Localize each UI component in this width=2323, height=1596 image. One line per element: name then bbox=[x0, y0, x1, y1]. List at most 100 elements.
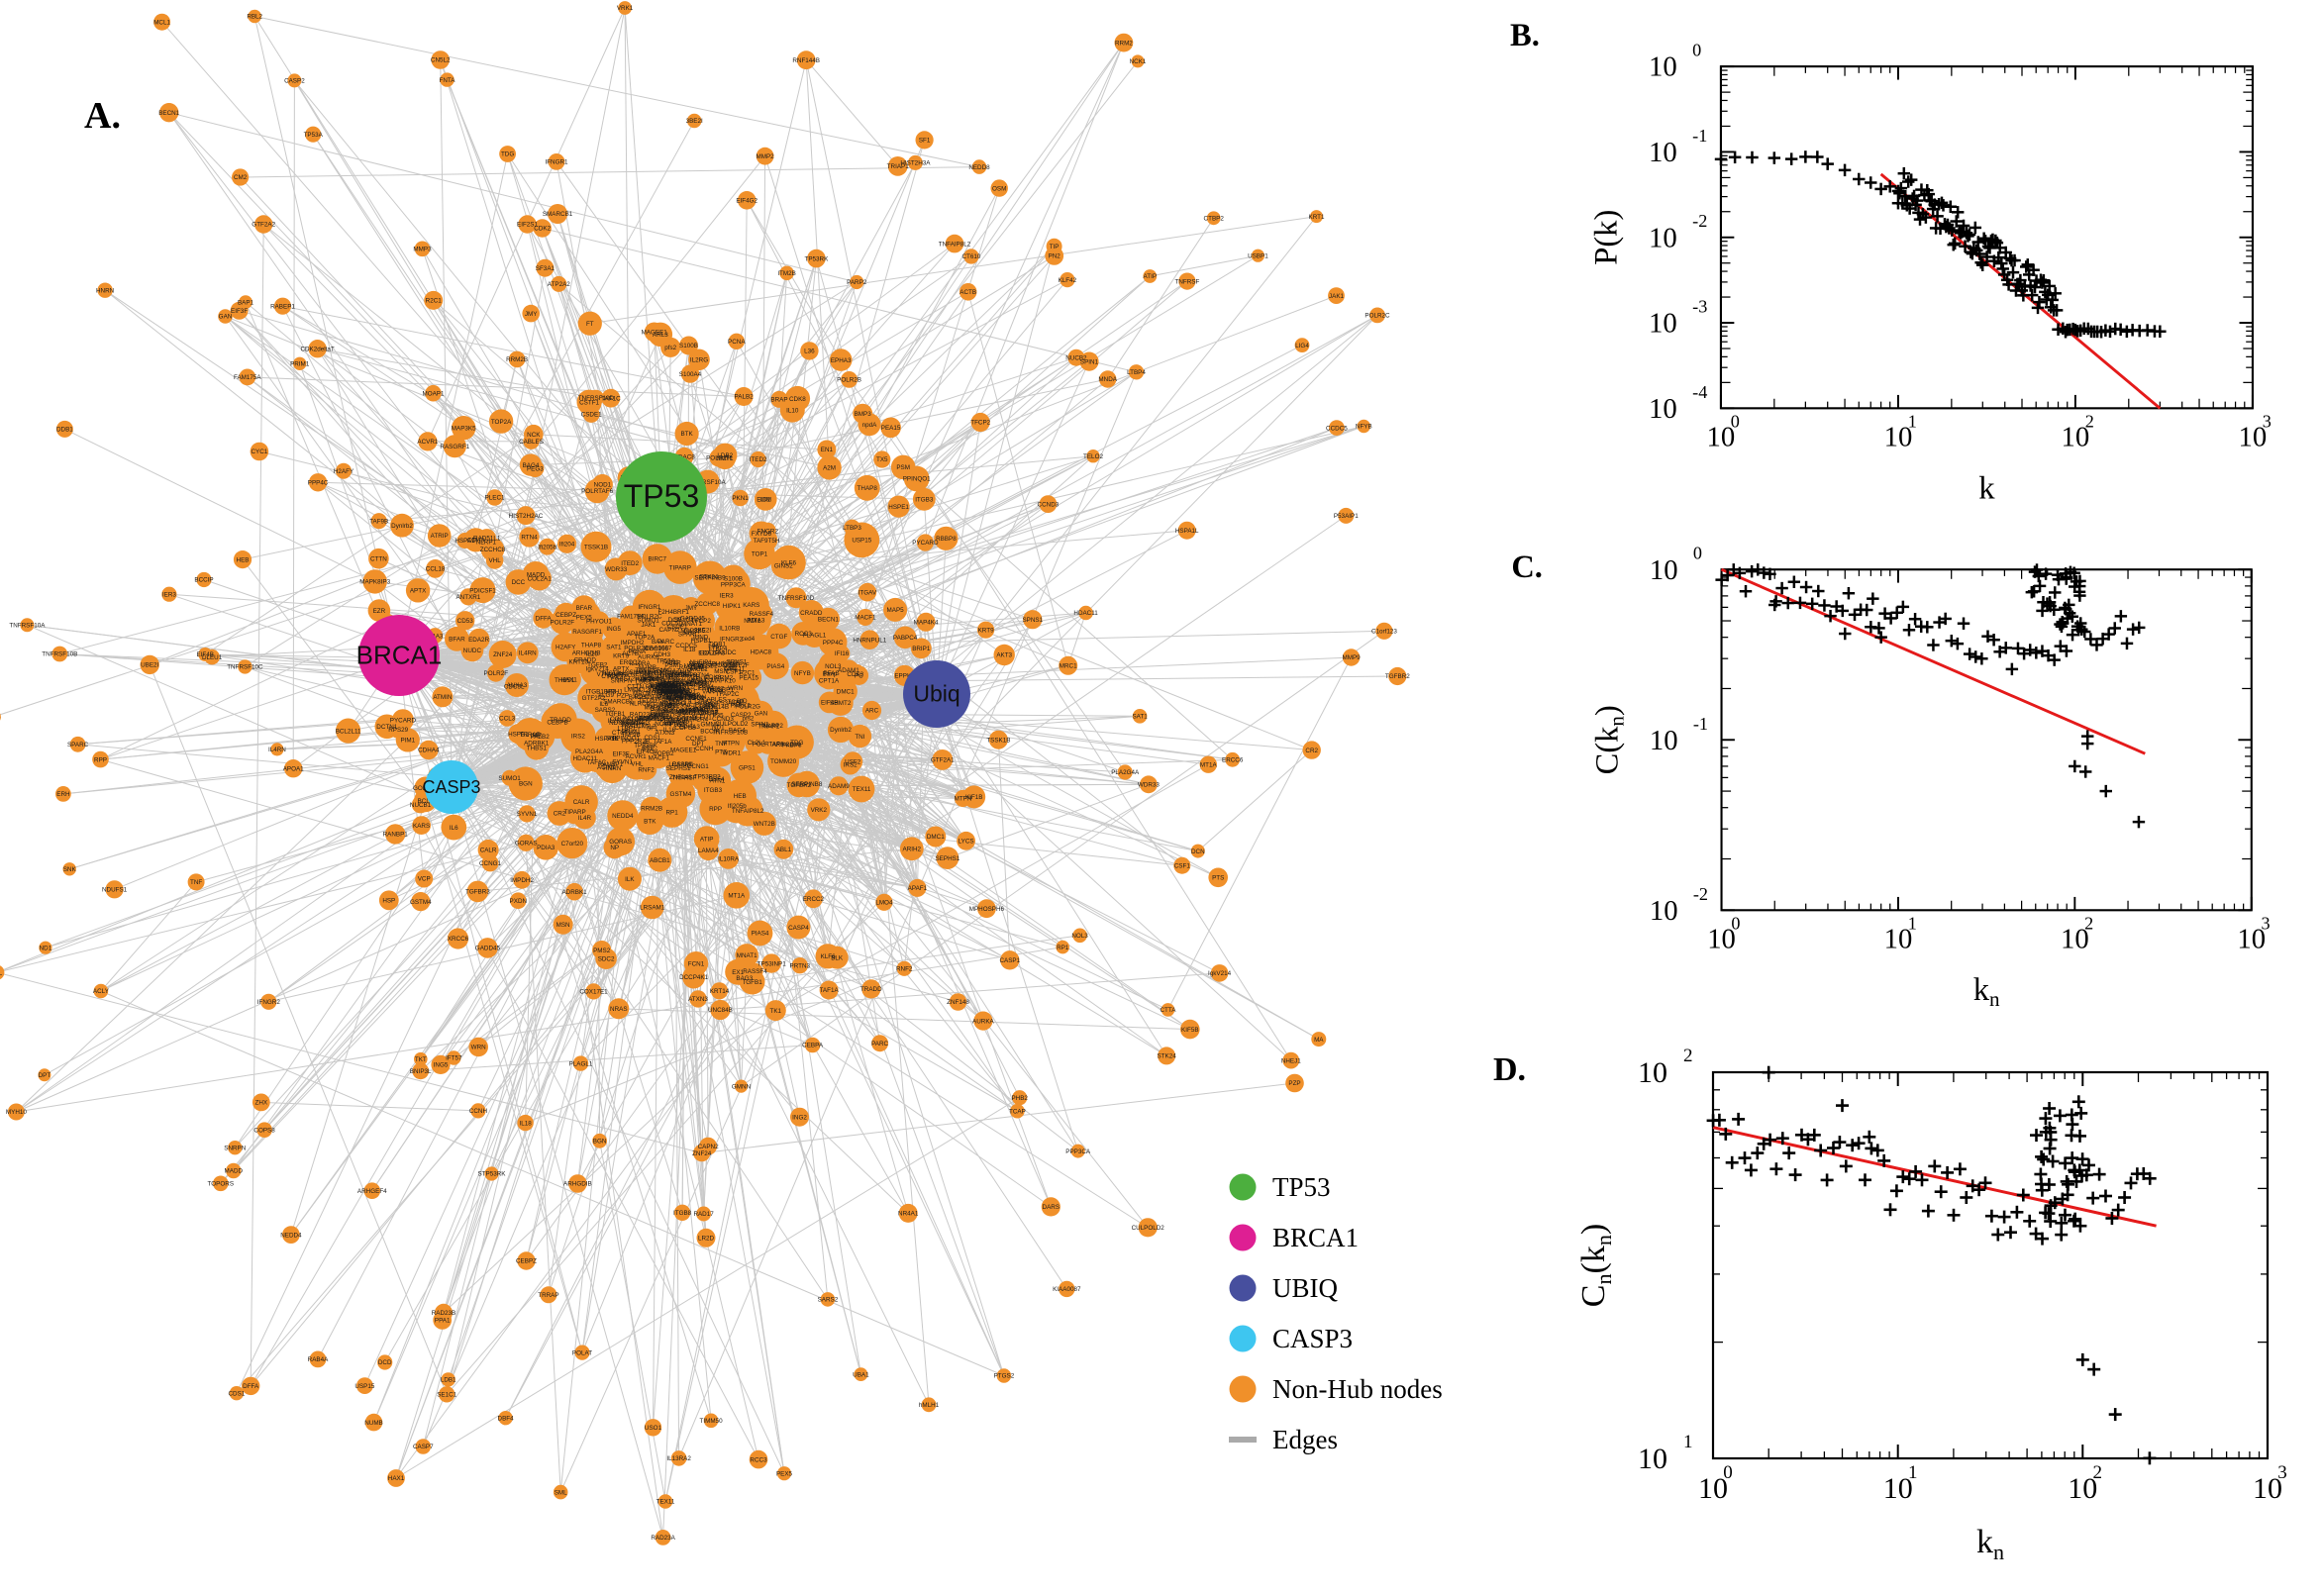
svg-text:CTBP2: CTBP2 bbox=[1204, 216, 1225, 223]
svg-text:k: k bbox=[1978, 470, 1995, 506]
svg-text:DMC1: DMC1 bbox=[927, 834, 945, 841]
svg-text:MOAP1: MOAP1 bbox=[422, 390, 445, 397]
svg-text:TNFRSF: TNFRSF bbox=[672, 775, 697, 782]
svg-text:TKT: TKT bbox=[415, 1056, 427, 1063]
svg-text:Ifi205b: Ifi205b bbox=[538, 544, 556, 550]
svg-text:1: 1 bbox=[1908, 913, 1917, 933]
svg-text:MUS81: MUS81 bbox=[666, 695, 687, 702]
svg-text:-3: -3 bbox=[1692, 296, 1707, 316]
svg-text:BRIP1: BRIP1 bbox=[912, 646, 931, 652]
svg-text:TAF1A: TAF1A bbox=[820, 987, 840, 994]
svg-text:TNF: TNF bbox=[715, 741, 727, 748]
svg-text:NEDD4: NEDD4 bbox=[612, 813, 634, 820]
svg-text:MADD: MADD bbox=[225, 1168, 244, 1175]
svg-text:ITGB3: ITGB3 bbox=[915, 497, 934, 504]
svg-text:FAM175A: FAM175A bbox=[234, 374, 261, 381]
svg-text:CDK8: CDK8 bbox=[789, 396, 806, 403]
svg-text:CALR: CALR bbox=[573, 799, 590, 806]
svg-text:TNFRSF10C: TNFRSF10C bbox=[227, 664, 263, 671]
svg-text:C.: C. bbox=[1511, 549, 1543, 585]
svg-text:0: 0 bbox=[1731, 412, 1740, 432]
svg-text:NUDC: NUDC bbox=[463, 648, 482, 654]
svg-text:CEBPZ: CEBPZ bbox=[516, 1258, 537, 1265]
svg-text:USP15: USP15 bbox=[354, 1383, 374, 1390]
svg-text:RPS29: RPS29 bbox=[388, 727, 408, 734]
svg-text:MMP3: MMP3 bbox=[413, 247, 432, 253]
svg-text:TEX11: TEX11 bbox=[853, 786, 871, 793]
svg-text:RTN4: RTN4 bbox=[521, 535, 538, 542]
svg-text:UIM: UIM bbox=[759, 497, 771, 504]
svg-text:CCNH: CCNH bbox=[469, 1108, 488, 1115]
svg-text:A2M: A2M bbox=[823, 465, 836, 472]
svg-text:IL18: IL18 bbox=[519, 1120, 532, 1127]
svg-text:APTX: APTX bbox=[410, 588, 427, 595]
svg-text:IFI16: IFI16 bbox=[835, 650, 850, 657]
svg-text:CTTN: CTTN bbox=[370, 555, 387, 562]
svg-text:CASP1: CASP1 bbox=[671, 761, 692, 768]
svg-text:EPHA3: EPHA3 bbox=[831, 357, 852, 364]
svg-text:CAPN2: CAPN2 bbox=[698, 1144, 719, 1150]
svg-text:THBS1: THBS1 bbox=[527, 745, 548, 751]
svg-text:pfs2: pfs2 bbox=[664, 345, 676, 351]
svg-text:CM2: CM2 bbox=[234, 174, 248, 181]
svg-text:TFCP2: TFCP2 bbox=[691, 618, 711, 625]
svg-text:CL2L1: CL2L1 bbox=[748, 740, 766, 747]
svg-text:HSPA1L: HSPA1L bbox=[1175, 528, 1199, 535]
svg-text:DFFA: DFFA bbox=[536, 616, 553, 623]
svg-text:EIF3F: EIF3F bbox=[613, 751, 630, 758]
svg-text:PLAGL1: PLAGL1 bbox=[569, 1060, 593, 1067]
svg-text:USO1: USO1 bbox=[645, 1425, 662, 1432]
svg-text:ING2: ING2 bbox=[792, 1114, 807, 1121]
svg-text:LYCS: LYCS bbox=[959, 839, 974, 846]
svg-text:10: 10 bbox=[1649, 137, 1677, 168]
svg-text:BAP1: BAP1 bbox=[238, 299, 254, 306]
svg-text:TGFB1: TGFB1 bbox=[742, 979, 762, 986]
svg-text:LTBP4: LTBP4 bbox=[709, 646, 728, 652]
svg-text:TGFB2: TGFB2 bbox=[587, 661, 608, 668]
svg-text:ITGB3: ITGB3 bbox=[704, 787, 723, 794]
svg-text:RASSF4: RASSF4 bbox=[743, 968, 767, 975]
svg-text:NEDD8: NEDD8 bbox=[968, 164, 990, 171]
svg-text:VTN: VTN bbox=[596, 671, 609, 678]
svg-text:SARS2: SARS2 bbox=[818, 1297, 839, 1304]
svg-text:DMC1: DMC1 bbox=[837, 689, 855, 696]
svg-text:10: 10 bbox=[1649, 393, 1677, 425]
svg-text:TOMM20: TOMM20 bbox=[770, 758, 797, 765]
svg-text:CTTA: CTTA bbox=[1161, 1007, 1177, 1014]
svg-text:HAX1: HAX1 bbox=[388, 1475, 405, 1482]
svg-text:NCK1: NCK1 bbox=[1130, 58, 1147, 65]
svg-text:UBE2I: UBE2I bbox=[141, 662, 158, 669]
svg-text:0: 0 bbox=[1692, 41, 1701, 60]
svg-text:ATRIP: ATRIP bbox=[431, 533, 449, 540]
svg-text:VCP: VCP bbox=[418, 876, 431, 883]
svg-text:DCD: DCD bbox=[378, 1359, 392, 1366]
svg-text:HSPB1: HSPB1 bbox=[508, 731, 529, 738]
svg-text:WDR1: WDR1 bbox=[722, 750, 741, 757]
svg-text:SYVN1: SYVN1 bbox=[517, 811, 538, 818]
svg-text:IMPDH2: IMPDH2 bbox=[510, 877, 534, 884]
svg-text:ZCCHC8: ZCCHC8 bbox=[480, 547, 506, 553]
svg-text:SPNS1: SPNS1 bbox=[1022, 617, 1043, 624]
svg-text:S100B: S100B bbox=[679, 343, 698, 349]
svg-text:MAPK8IP3: MAPK8IP3 bbox=[359, 579, 390, 586]
svg-text:IL2RG: IL2RG bbox=[690, 357, 708, 364]
svg-text:TNFAIP8L2: TNFAIP8L2 bbox=[732, 808, 764, 815]
svg-text:npdA: npdA bbox=[862, 422, 878, 429]
svg-text:POLAT: POLAT bbox=[572, 1349, 592, 1356]
svg-text:BECN1: BECN1 bbox=[158, 110, 179, 117]
svg-text:TAF9B: TAF9B bbox=[369, 518, 388, 525]
svg-text:kn: kn bbox=[1973, 972, 2000, 1011]
svg-text:PLA2G4A: PLA2G4A bbox=[1111, 769, 1140, 776]
svg-text:STP53RK: STP53RK bbox=[478, 1171, 507, 1178]
svg-text:IL4R: IL4R bbox=[578, 815, 592, 822]
svg-text:MACF1: MACF1 bbox=[855, 615, 876, 622]
svg-text:CR2: CR2 bbox=[1305, 748, 1318, 754]
svg-text:VHL: VHL bbox=[488, 557, 501, 564]
svg-text:ITGAV: ITGAV bbox=[858, 589, 877, 596]
svg-text:TNF: TNF bbox=[190, 879, 202, 886]
svg-text:3: 3 bbox=[2263, 412, 2272, 432]
svg-text:RASSF4: RASSF4 bbox=[750, 611, 774, 618]
svg-text:CSF1: CSF1 bbox=[1174, 862, 1191, 869]
svg-text:POLR2G: POLR2G bbox=[735, 704, 760, 711]
svg-text:NMT1: NMT1 bbox=[716, 455, 734, 462]
